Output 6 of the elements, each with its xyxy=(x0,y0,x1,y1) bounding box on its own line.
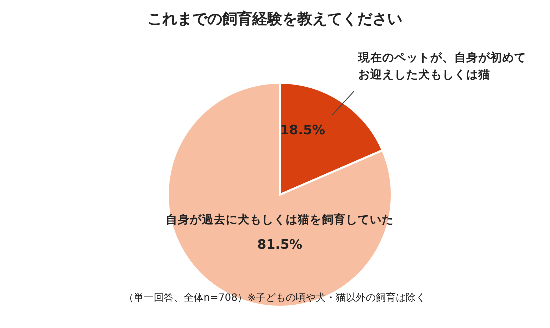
data-label: 18.5% xyxy=(280,123,326,138)
chart-title: これまでの飼育経験を教えてください xyxy=(146,10,404,29)
text: （単一回答、全体n=708）※子どもの頃や犬・猫以外の飼育は除く xyxy=(122,292,428,305)
data-label: 81.5% xyxy=(257,238,303,253)
slice-label: 自身が過去に犬もしくは猫を飼育していた xyxy=(166,212,394,227)
slice-label: 現在のペットが、自身が初めてお迎えした犬もしくは猫 xyxy=(357,50,526,82)
